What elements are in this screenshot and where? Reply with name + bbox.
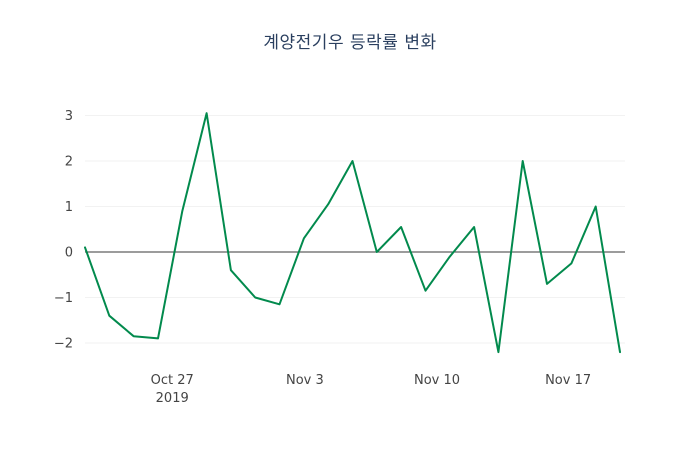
- y-tick-label: 2: [65, 155, 73, 170]
- x-tick-label: Nov 10: [414, 373, 460, 388]
- series-line: [84, 112, 621, 354]
- y-tick-label: 3: [65, 109, 73, 124]
- x-tick-label: Nov 17: [545, 373, 591, 388]
- x-tick-sublabel: 2019: [156, 391, 189, 406]
- y-tick-label: 1: [65, 200, 73, 215]
- y-tick-label: −2: [54, 337, 73, 352]
- chart-title: 계양전기우 등락률 변화: [263, 33, 437, 53]
- y-tick-label: 0: [65, 246, 73, 261]
- x-tick-label: Nov 3: [286, 373, 324, 388]
- y-tick-label: −1: [54, 291, 73, 306]
- x-tick-label: Oct 27: [151, 373, 194, 388]
